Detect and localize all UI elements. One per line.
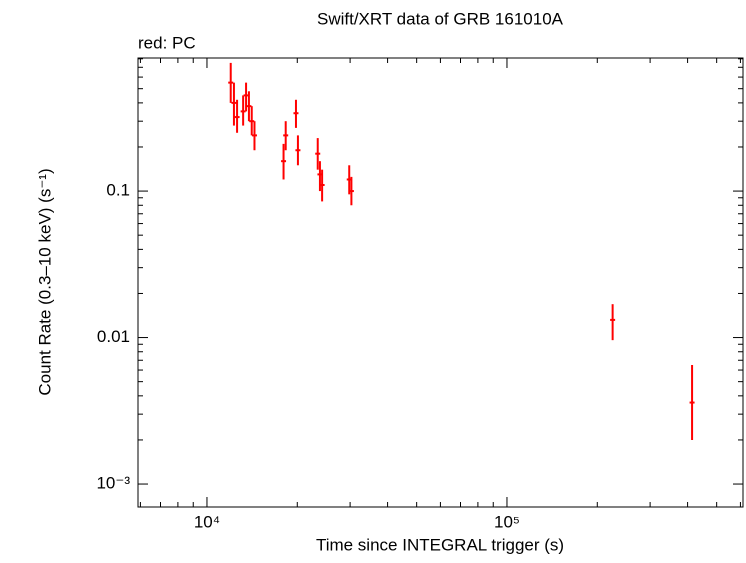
x-tick-label: 10⁵ — [494, 512, 520, 531]
chart-title: Swift/XRT data of GRB 161010A — [317, 9, 564, 28]
y-axis-label: Count Rate (0.3–10 keV) (s⁻¹) — [35, 168, 54, 395]
y-tick-label: 0.1 — [106, 181, 130, 200]
y-tick-label: 10⁻³ — [96, 474, 130, 493]
annotation: red: PC — [138, 33, 196, 52]
x-tick-label: 10⁴ — [194, 512, 220, 531]
plot-frame — [137, 57, 744, 508]
x-axis-label: Time since INTEGRAL trigger (s) — [316, 535, 564, 554]
y-tick-label: 0.01 — [97, 327, 130, 346]
